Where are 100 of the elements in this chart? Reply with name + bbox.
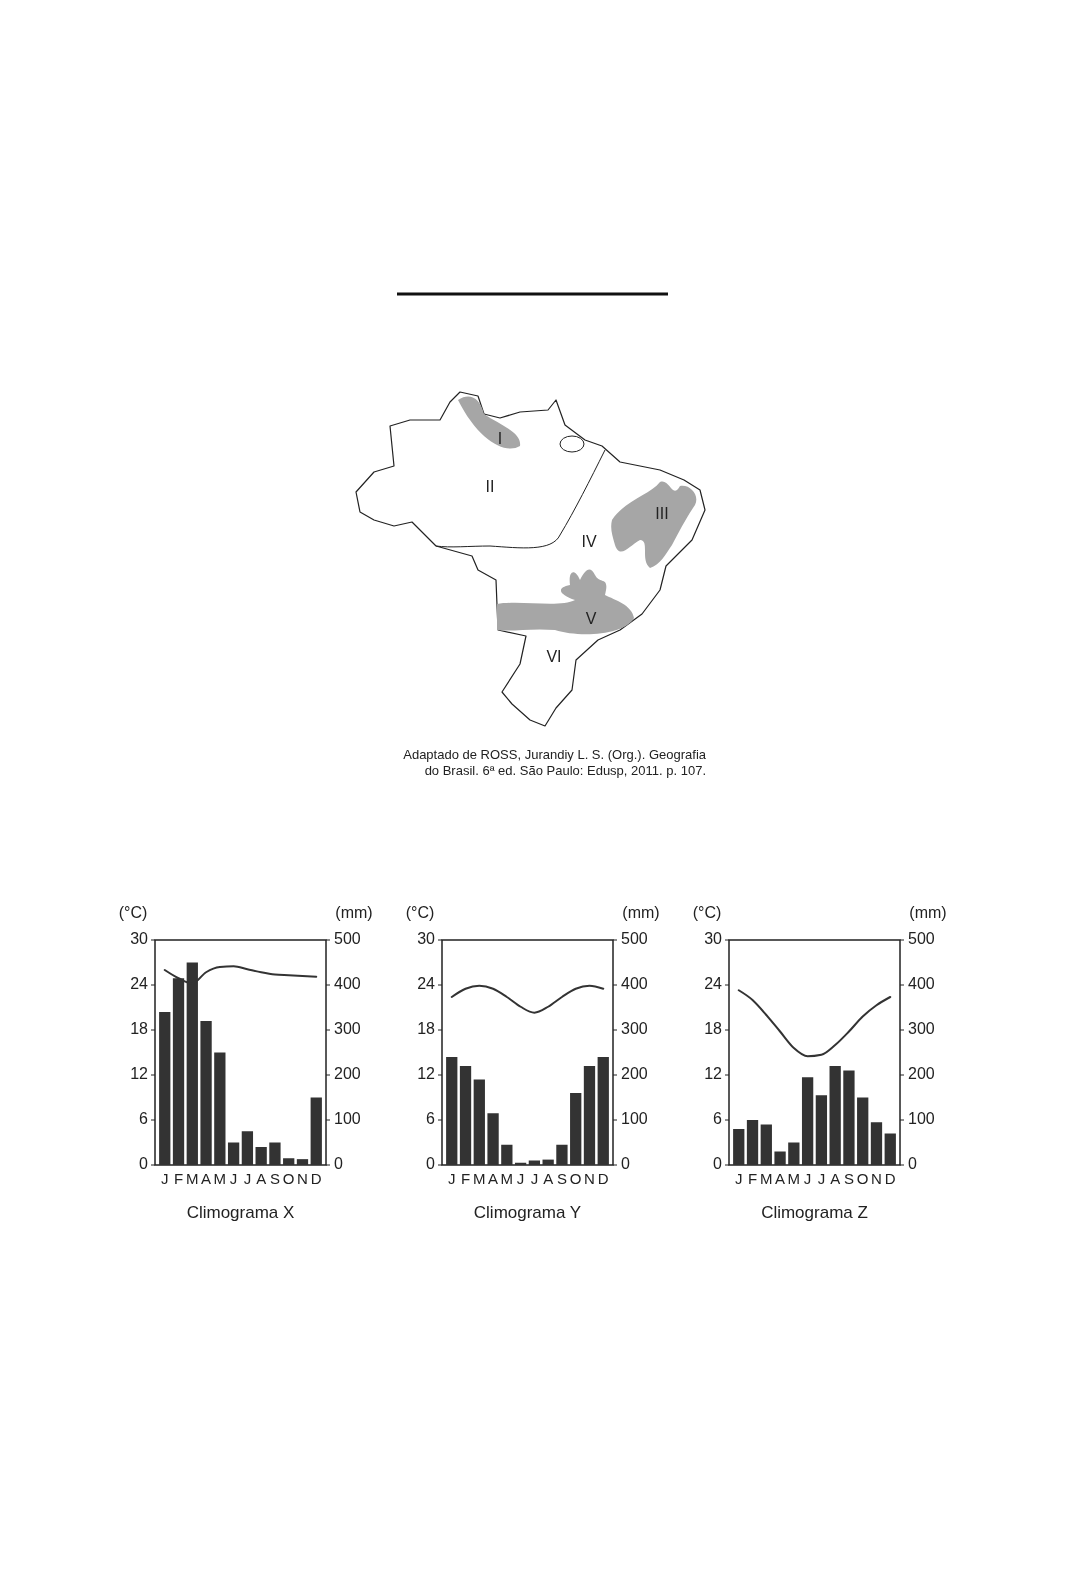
text: VI: [546, 648, 562, 666]
bar: [583, 1066, 596, 1165]
x-tick-label: D: [884, 1169, 896, 1187]
x-tick-label: J: [803, 1169, 812, 1187]
bar: [269, 1142, 281, 1165]
y-axis-title: (°C): [118, 904, 148, 922]
y2-tick-label: 500: [334, 930, 361, 948]
y2-tick-label: 400: [908, 975, 935, 993]
x-tick-label: D: [597, 1169, 609, 1187]
y-tick-label: 24: [130, 975, 149, 993]
y-tick-label: 24: [417, 975, 436, 993]
x-tick-label: F: [460, 1169, 471, 1187]
bar: [255, 1147, 267, 1165]
bar: [857, 1097, 869, 1165]
x-tick-label: D: [310, 1169, 322, 1187]
bar: [473, 1079, 485, 1165]
bar: [746, 1120, 759, 1165]
x-tick-label: J: [735, 1169, 743, 1187]
x-tick-label: M: [500, 1169, 514, 1187]
y-tick-label: 6: [139, 1110, 149, 1128]
bar: [829, 1066, 841, 1165]
bar: [227, 1142, 240, 1165]
x-tick-label: N: [297, 1169, 308, 1187]
y2-tick-label: 0: [334, 1155, 343, 1173]
bar: [310, 1097, 322, 1165]
x-tick-label: J: [448, 1169, 456, 1187]
y-tick-label: 30: [130, 930, 149, 948]
y-tick-label: 12: [417, 1065, 436, 1083]
bar: [214, 1052, 226, 1165]
y2-tick-label: 300: [908, 1020, 935, 1038]
line-series: [450, 984, 605, 1014]
bar: [884, 1133, 896, 1165]
bar: [159, 1012, 171, 1165]
y-tick-label: 18: [704, 1020, 723, 1038]
text: III: [655, 505, 669, 523]
x-tick-label: A: [543, 1169, 554, 1187]
bar: [446, 1057, 458, 1165]
bar: [241, 1131, 254, 1165]
y2-tick-label: 100: [621, 1110, 648, 1128]
x-tick-label: M: [186, 1169, 199, 1187]
bar: [815, 1095, 828, 1165]
text: I: [497, 430, 503, 448]
x-tick-label: J: [530, 1169, 539, 1187]
x-tick-label: M: [787, 1169, 801, 1187]
x-tick-label: O: [282, 1169, 295, 1187]
bar: [459, 1066, 472, 1165]
x-tick-label: J: [161, 1169, 169, 1187]
y-tick-label: 24: [704, 975, 723, 993]
x-tick-label: N: [584, 1169, 595, 1187]
x-tick-label: A: [830, 1169, 841, 1187]
y-tick-label: 18: [130, 1020, 149, 1038]
y2-axis-title: (mm): [909, 904, 947, 922]
line-series: [737, 989, 892, 1058]
y-tick-label: 6: [426, 1110, 436, 1128]
bar: [570, 1093, 582, 1165]
x-tick-label: O: [856, 1169, 869, 1187]
text: Climograma Y: [473, 1203, 582, 1223]
y2-tick-label: 500: [908, 930, 935, 948]
bar: [788, 1142, 800, 1165]
y-tick-label: 6: [713, 1110, 723, 1128]
y2-tick-label: 500: [621, 930, 648, 948]
text: II: [485, 478, 495, 496]
bar: [843, 1070, 855, 1165]
x-tick-label: M: [213, 1169, 227, 1187]
y-axis-title: (°C): [405, 904, 435, 922]
x-tick-label: O: [569, 1169, 582, 1187]
y2-tick-label: 200: [908, 1065, 935, 1083]
bar: [487, 1113, 499, 1165]
text: Climograma Z: [761, 1203, 868, 1223]
bar: [870, 1122, 883, 1165]
y2-tick-label: 100: [908, 1110, 935, 1128]
y2-tick-label: 400: [334, 975, 361, 993]
bar: [760, 1124, 772, 1165]
text: Adaptado de ROSS, Jurandiy L. S. (Org.). Geografia do Brasil. 6ª ed. São Paulo: Edusp, 2011. p. 107.: [403, 747, 707, 778]
bar: [296, 1159, 309, 1165]
x-tick-label: F: [173, 1169, 184, 1187]
bar: [774, 1151, 786, 1165]
x-tick-label: J: [243, 1169, 252, 1187]
bar: [283, 1158, 295, 1165]
y-tick-label: 0: [713, 1155, 723, 1173]
x-tick-label: S: [843, 1169, 854, 1187]
y-tick-label: 30: [417, 930, 436, 948]
bar: [542, 1159, 554, 1165]
y-axis-title: (°C): [692, 904, 722, 922]
text: Climograma X: [186, 1203, 295, 1223]
x-tick-label: S: [556, 1169, 567, 1187]
bar: [556, 1144, 568, 1165]
y2-tick-label: 200: [621, 1065, 648, 1083]
y2-tick-label: 0: [908, 1155, 917, 1173]
y-tick-label: 30: [704, 930, 723, 948]
x-tick-label: A: [775, 1169, 786, 1187]
bar: [733, 1129, 745, 1165]
x-tick-label: M: [760, 1169, 773, 1187]
x-tick-label: J: [817, 1169, 826, 1187]
y2-tick-label: 0: [621, 1155, 630, 1173]
bar: [801, 1077, 814, 1165]
y-tick-label: 0: [426, 1155, 436, 1173]
bar: [501, 1144, 513, 1165]
bar: [597, 1057, 609, 1165]
y2-tick-label: 400: [621, 975, 648, 993]
